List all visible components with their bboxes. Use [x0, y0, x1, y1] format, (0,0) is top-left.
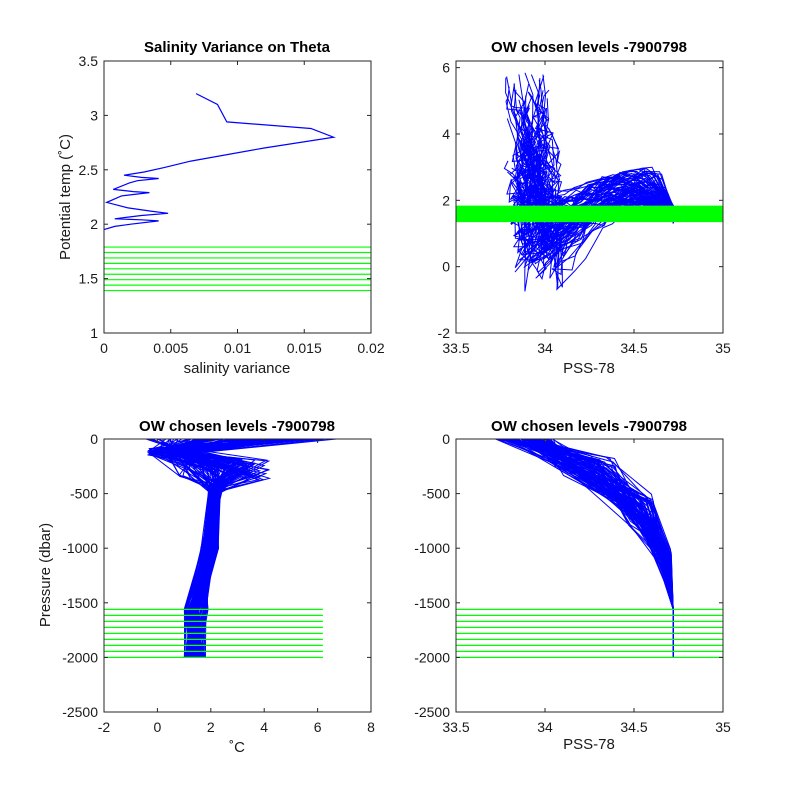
variance-series-line [103, 93, 336, 231]
x-tick-label: 34 [537, 340, 553, 356]
x-tick-label: 34.5 [620, 340, 647, 356]
panel-theta-salinity: OW chosen levels -7900798 33.5 34 34.5 35 -2… [438, 39, 731, 377]
ts-profile-line [518, 74, 674, 243]
y-tick-label: -1500 [62, 595, 98, 611]
panel3-axes: -2 0 2 4 6 8 0 -500 -1000 -1500 -2000 -2500 [62, 431, 375, 735]
x-tick-label: 2 [207, 719, 215, 735]
panel2-axes: 33.5 34 34.5 35 -2 0 2 4 6 [438, 60, 731, 356]
panel4-title: OW chosen levels -7900798 [491, 418, 687, 435]
panel1-plot [103, 93, 371, 292]
ts-profile-line [520, 75, 674, 231]
x-tick-label: 0.01 [224, 340, 251, 356]
y-tick-label: 1.5 [79, 271, 99, 287]
x-tick-label: 8 [367, 719, 375, 735]
y-tick-label: 0 [90, 431, 98, 447]
x-tick-label: 35 [715, 719, 731, 735]
y-tick-label: -1500 [414, 595, 450, 611]
x-tick-label: 0.005 [153, 340, 188, 356]
plot-frame [103, 60, 372, 334]
y-tick-label: -500 [70, 486, 98, 502]
y-tick-label: 2 [442, 192, 450, 208]
y-tick-label: -2500 [414, 704, 450, 720]
panel3-title: OW chosen levels -7900798 [139, 418, 335, 435]
y-tick-label: 0 [442, 431, 450, 447]
x-tick-label: 34 [537, 719, 553, 735]
x-tick-label: 33.5 [442, 719, 469, 735]
y-tick-label: -500 [422, 486, 450, 502]
y-tick-label: 4 [442, 126, 450, 142]
y-tick-label: -1000 [62, 540, 98, 556]
y-tick-label: -1000 [414, 540, 450, 556]
panel2-xlabel: PSS-78 [563, 360, 615, 377]
y-tick-label: 0 [442, 259, 450, 275]
panel4-plot [456, 438, 723, 659]
panel3-ylabel: Pressure (dbar) [37, 523, 54, 627]
ts-profile-line [523, 83, 674, 279]
y-tick-label: -2500 [62, 704, 98, 720]
y-tick-label: 1 [90, 325, 98, 341]
panel1-axes: 0 0.005 0.01 0.015 0.02 1 1.5 2 2.5 3 3.5 [79, 53, 385, 356]
panel-salinity-pressure: OW chosen levels -7900798 33.5 34 34.5 35 0 -… [414, 418, 731, 753]
y-tick-label: 2 [90, 216, 98, 232]
y-tick-label: -2000 [414, 649, 450, 665]
y-tick-label: 3.5 [79, 53, 99, 69]
x-tick-label: 35 [715, 340, 731, 356]
plot-frame [455, 60, 724, 334]
ts-profile-line [535, 90, 674, 288]
panel3-plot [104, 438, 337, 659]
y-tick-label: 3 [90, 107, 98, 123]
panel1-ylabel: Potential temp (˚C) [57, 134, 74, 260]
x-tick-label: 0 [154, 719, 162, 735]
y-tick-label: 6 [442, 60, 450, 76]
salinity-profile-line [515, 438, 674, 658]
panel-temperature-pressure: OW chosen levels -7900798 -2 0 2 4 6 8 0 -500 -1… [37, 418, 375, 756]
plot-frame [455, 438, 724, 713]
x-tick-label: -2 [98, 719, 111, 735]
ts-profile-line [510, 83, 674, 224]
ts-profile-line [514, 113, 674, 247]
ts-profile-line [536, 134, 674, 249]
x-tick-label: 0.015 [287, 340, 322, 356]
ts-profile-line [512, 188, 674, 269]
panel3-xlabel: ˚C [229, 739, 245, 756]
x-tick-label: 0 [100, 340, 108, 356]
panel2-plot [456, 72, 723, 292]
panel1-xlabel: salinity variance [184, 360, 291, 377]
x-tick-label: 34.5 [620, 719, 647, 735]
panel4-axes: 33.5 34 34.5 35 0 -500 -1000 -1500 -2000 -2500 [414, 431, 731, 735]
x-tick-label: 4 [260, 719, 268, 735]
panel-salinity-variance: Salinity Variance on Theta 0 0.005 0.01 0.0… [57, 39, 385, 377]
x-tick-label: 33.5 [442, 340, 469, 356]
y-tick-label: -2000 [62, 649, 98, 665]
y-tick-label: -2 [438, 325, 451, 341]
ts-profile-line [519, 151, 674, 224]
y-tick-label: 2.5 [79, 162, 99, 178]
ts-profile-line [525, 147, 674, 255]
x-tick-label: 0.02 [357, 340, 384, 356]
ts-profile-line [509, 171, 674, 222]
x-tick-label: 6 [314, 719, 322, 735]
panel4-xlabel: PSS-78 [563, 736, 615, 753]
panel2-title: OW chosen levels -7900798 [491, 39, 687, 56]
plot-frame [103, 438, 372, 713]
panel1-title: Salinity Variance on Theta [144, 39, 331, 56]
